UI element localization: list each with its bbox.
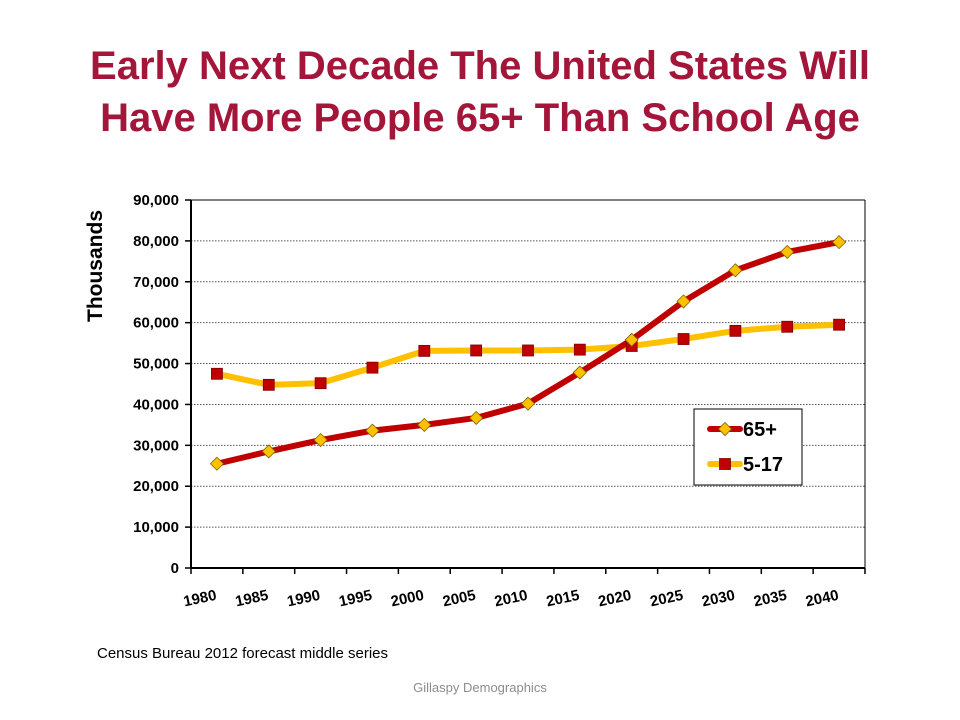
y-tick-label: 60,000 <box>133 315 179 332</box>
data-point-5-17 <box>470 344 483 357</box>
data-point-5-17 <box>677 333 690 345</box>
y-axis-title: Thousands <box>84 210 107 322</box>
legend-label: 65+ <box>743 419 777 441</box>
y-tick-label: 10,000 <box>133 519 179 536</box>
data-point-5-17 <box>262 378 275 391</box>
data-point-65+ <box>520 396 536 411</box>
legend-box <box>693 408 803 486</box>
title-line-1: Early Next Decade The United States Will <box>90 44 870 88</box>
x-tick-label: 2015 <box>545 587 581 611</box>
x-tick-label: 2010 <box>493 587 529 611</box>
data-point-5-17 <box>729 324 742 337</box>
y-tick-label: 30,000 <box>133 437 179 454</box>
legend-marker <box>717 421 733 437</box>
data-point-65+ <box>780 244 795 259</box>
data-point-5-17 <box>573 343 586 356</box>
x-tick-label: 2020 <box>597 587 633 611</box>
data-point-65+ <box>261 444 276 459</box>
data-point-65+ <box>469 410 484 426</box>
y-tick-label: 80,000 <box>133 233 179 250</box>
footer-text: Gillaspy Demographics <box>413 680 547 695</box>
x-tick-label: 1990 <box>286 587 322 611</box>
data-point-65+ <box>417 417 432 432</box>
slide-title: Early Next Decade The United States Will… <box>0 40 960 144</box>
data-point-5-17 <box>211 367 223 380</box>
gridlines <box>191 199 865 528</box>
x-tick-labels: 1980 1985 1990 1995 2000 2005 2010 2015 2020 2025… <box>182 587 840 611</box>
data-point-5-17 <box>522 344 534 357</box>
data-point-65+ <box>313 432 328 448</box>
y-tick-label: 20,000 <box>133 478 179 495</box>
data-point-65+ <box>365 423 380 438</box>
x-tick-label: 1985 <box>234 587 270 611</box>
source-note: Census Bureau 2012 forecast middle serie… <box>97 645 388 662</box>
y-tick-label: 40,000 <box>133 396 179 413</box>
x-tick-label: 2030 <box>700 587 736 611</box>
y-tick-label: 50,000 <box>133 356 179 373</box>
series-lines <box>209 235 847 471</box>
x-tick-label: 2005 <box>441 587 477 611</box>
data-point-65+ <box>572 365 587 380</box>
y-tick-label: 90,000 <box>133 192 179 209</box>
data-point-65+ <box>728 263 743 278</box>
data-point-5-17 <box>314 377 327 390</box>
y-tick-labels: 0 10,000 20,000 30,000 40,000 50,000 60,000 70,… <box>133 192 179 577</box>
x-tick-label: 2025 <box>649 587 685 611</box>
data-point-65+ <box>832 235 847 250</box>
x-tick-label: 2035 <box>752 587 788 611</box>
data-point-5-17 <box>418 344 431 357</box>
x-tick-label: 2040 <box>804 587 840 611</box>
data-point-65+ <box>209 456 224 471</box>
legend-label: 5-17 <box>743 454 783 476</box>
title-line-2: Have More People 65+ Than School Age <box>100 96 860 140</box>
data-point-5-17 <box>833 318 845 331</box>
data-point-5-17 <box>366 361 379 374</box>
data-point-5-17 <box>781 320 794 333</box>
axes <box>185 199 866 574</box>
x-tick-label: 1980 <box>182 587 218 611</box>
data-point-65+ <box>676 294 691 309</box>
legend: 65+ 5-17 <box>693 408 803 486</box>
x-tick-label: 1995 <box>337 587 373 611</box>
y-tick-label: 70,000 <box>133 274 179 291</box>
x-tick-label: 2000 <box>389 587 425 611</box>
legend-marker <box>719 458 731 470</box>
y-tick-label: 0 <box>171 560 179 577</box>
data-point-65+ <box>624 332 639 347</box>
